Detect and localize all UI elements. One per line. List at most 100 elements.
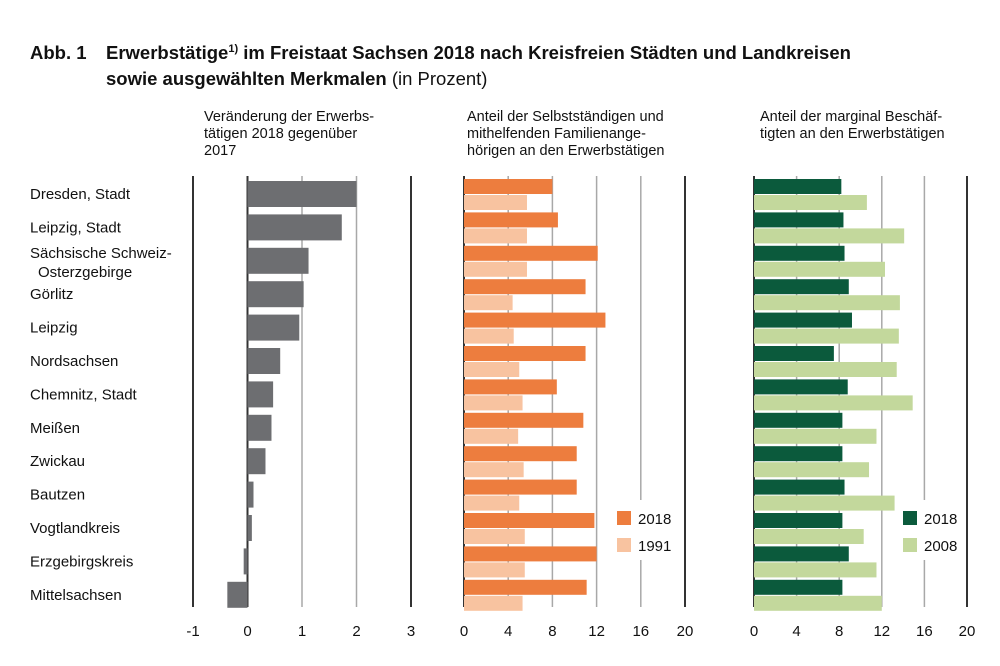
panel-1: Veränderung der Erwerbs-tätigen 2018 geg… — [186, 109, 415, 640]
bar — [247, 515, 252, 541]
panel-2: Anteil der Selbstständigen undmithelfend… — [460, 109, 694, 640]
bar — [464, 346, 586, 361]
row-label: Nordsachsen — [30, 353, 118, 370]
bar — [464, 395, 523, 411]
bar — [754, 579, 843, 595]
tick-label: 16 — [632, 623, 649, 640]
bar — [464, 428, 519, 444]
tick-label: 3 — [407, 623, 415, 640]
tick-label: 1 — [298, 623, 306, 640]
panel-title: Veränderung der Erwerbs- — [204, 109, 374, 125]
bar — [754, 412, 843, 428]
bar — [464, 479, 577, 495]
legend-label: 2018 — [638, 511, 671, 528]
bar — [464, 562, 525, 578]
bar — [464, 179, 553, 194]
row-label: Görlitz — [30, 286, 73, 303]
row-label: Leipzig, Stadt — [30, 219, 122, 236]
bar — [754, 328, 899, 344]
tick-label: 12 — [588, 623, 605, 640]
title-unit: (in Prozent) — [386, 68, 488, 90]
legend-swatch — [903, 511, 917, 525]
tick-label: -1 — [186, 623, 199, 640]
panel-title: mithelfenden Familienange- — [467, 126, 646, 142]
bar — [464, 529, 525, 544]
panel-title: Anteil der marginal Beschäf- — [760, 109, 942, 125]
bar — [247, 481, 254, 508]
legend-label: 2008 — [924, 538, 957, 555]
bar — [754, 362, 897, 377]
bar — [754, 395, 913, 411]
bar — [464, 595, 523, 611]
bar — [247, 314, 300, 341]
bar — [247, 348, 281, 374]
tick-label: 12 — [873, 623, 890, 640]
bar — [754, 279, 849, 295]
tick-label: 8 — [548, 623, 556, 640]
bar — [464, 212, 558, 228]
bar — [243, 548, 248, 575]
row-label: Bautzen — [30, 487, 85, 504]
bar — [247, 281, 304, 308]
row-label: Vogtlandkreis — [30, 520, 120, 537]
legend-swatch — [903, 538, 917, 552]
panel-3: Anteil der marginal Beschäf-tigten an de… — [750, 109, 976, 640]
legend-label: 2018 — [924, 511, 957, 528]
bar — [754, 346, 834, 361]
bar — [754, 462, 870, 478]
legend-swatch — [617, 511, 631, 525]
bar — [754, 312, 852, 328]
bar — [247, 448, 266, 475]
bar — [754, 513, 843, 528]
footnote-mark: 1) — [228, 43, 239, 55]
figure-title: Abb. 1 Erwerbstätige1) im Freistaat Sachs… — [30, 36, 851, 92]
bar — [754, 212, 844, 228]
tick-label: 4 — [504, 623, 512, 640]
tick-label: 0 — [750, 623, 758, 640]
bar — [464, 228, 527, 244]
title-line2: sowie ausgewählten Merkmalen — [106, 68, 387, 90]
bar — [754, 428, 877, 444]
bar — [464, 513, 595, 528]
bar — [464, 446, 577, 462]
bar — [754, 245, 845, 261]
bar — [464, 261, 527, 277]
panel-title: 2017 — [204, 143, 236, 159]
tick-label: 20 — [959, 623, 976, 640]
tick-label: 20 — [677, 623, 694, 640]
bar — [754, 179, 842, 194]
bar — [754, 479, 845, 495]
tick-label: 4 — [792, 623, 800, 640]
panel-title: tigten an den Erwerbstätigen — [760, 126, 945, 142]
tick-label: 8 — [835, 623, 843, 640]
bar — [247, 381, 274, 408]
tick-label: 0 — [243, 623, 251, 640]
bar — [464, 495, 520, 511]
row-label: Mittelsachsen — [30, 587, 122, 604]
figure-number: Abb. 1 — [30, 42, 87, 64]
panel-title: Anteil der Selbstständigen und — [467, 109, 664, 125]
bar — [464, 195, 527, 210]
bar — [464, 379, 557, 395]
bar — [754, 546, 849, 562]
legend-label: 1991 — [638, 538, 671, 555]
tick-label: 0 — [460, 623, 468, 640]
bar — [464, 245, 598, 261]
bar — [464, 328, 514, 344]
title-rest: im Freistaat Sachsen 2018 nach Kreisfrei… — [238, 42, 851, 64]
bar — [754, 446, 843, 462]
bar — [464, 579, 587, 595]
row-label: Zwickau — [30, 453, 85, 470]
bar — [754, 261, 885, 277]
bar — [464, 295, 513, 311]
bar — [464, 312, 606, 328]
tick-label: 16 — [916, 623, 933, 640]
row-label: Osterzgebirge — [38, 264, 132, 281]
tick-label: 2 — [352, 623, 360, 640]
bar — [754, 495, 895, 511]
title-main: Erwerbstätige — [106, 42, 229, 64]
bar — [754, 228, 905, 244]
row-label: Sächsische Schweiz- — [30, 245, 172, 262]
